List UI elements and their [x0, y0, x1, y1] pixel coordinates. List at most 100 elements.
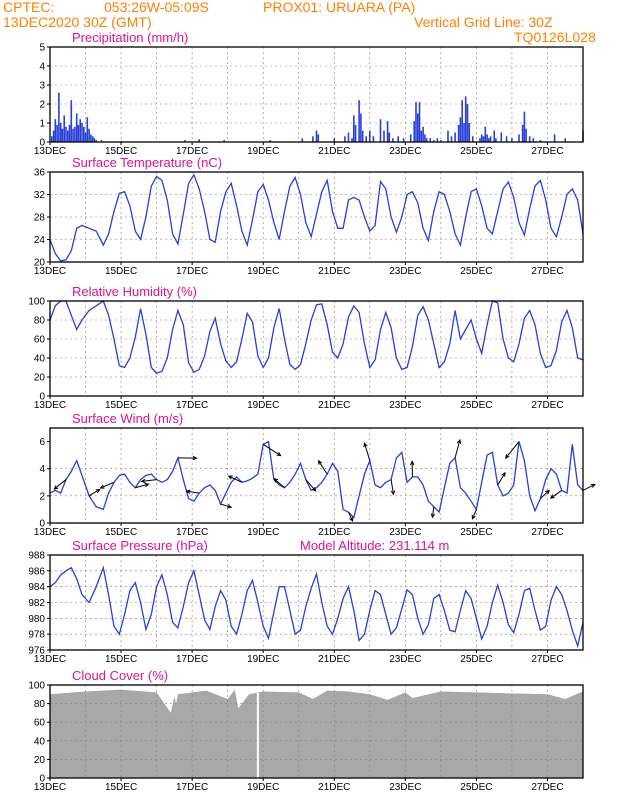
- precipitation-bar: [83, 126, 85, 142]
- precipitation-bar: [450, 136, 453, 142]
- cloud-xtick-label: 13DEC: [34, 782, 66, 793]
- wind-arrow-head: [273, 477, 279, 483]
- precipitation-bar: [488, 138, 490, 142]
- precipitation-bar: [379, 119, 382, 142]
- humidity-title: Relative Humidity (%): [72, 284, 197, 299]
- precipitation-xtick-label: 21DEC: [318, 146, 350, 157]
- header-coords: 053:26W-05:09S: [104, 0, 209, 15]
- wind-arrow: [135, 483, 149, 489]
- wind-arrow-head: [456, 438, 462, 444]
- precipitation-bar: [402, 138, 405, 142]
- wind-arrow: [550, 490, 562, 499]
- wind-arrow: [262, 443, 281, 457]
- cloud-ytick-label: 40: [34, 736, 46, 747]
- wind-xtick-label: 23DEC: [389, 527, 421, 538]
- humidity-xtick-label: 27DEC: [531, 400, 563, 411]
- wind-arrow: [431, 506, 435, 518]
- wind-arrow-head: [471, 514, 476, 520]
- precipitation-xtick-label: 13DEC: [34, 146, 66, 157]
- precipitation-bar: [317, 134, 320, 142]
- temperature-xtick-label: 27DEC: [531, 266, 563, 277]
- precipitation-bar: [564, 138, 566, 142]
- precipitation-bar: [269, 140, 272, 142]
- pressure-ytick-label: 988: [28, 551, 45, 562]
- precipitation-bar: [358, 100, 360, 142]
- pressure-xtick-label: 17DEC: [176, 654, 208, 665]
- pressure-ytick-label: 984: [28, 582, 45, 593]
- humidity-line: [49, 299, 584, 374]
- precipitation-bar: [521, 124, 524, 142]
- precipitation-bar: [77, 124, 80, 142]
- humidity-xtick-label: 23DEC: [389, 400, 421, 411]
- precipitation-bar: [88, 128, 90, 142]
- precipitation-bar: [81, 123, 83, 142]
- precipitation-bar: [354, 124, 357, 142]
- precipitation-bar: [58, 92, 60, 142]
- precipitation-bar: [482, 136, 485, 142]
- temperature-xtick-label: 19DEC: [247, 266, 279, 277]
- wind-title: Surface Wind (m/s): [72, 411, 183, 426]
- temperature-xtick-label: 13DEC: [34, 266, 66, 277]
- cloud-xtick-label: 15DEC: [105, 782, 137, 793]
- precipitation-bar: [532, 138, 535, 142]
- cloud-title: Cloud Cover (%): [72, 668, 168, 683]
- pressure-ytick-label: 982: [28, 598, 45, 609]
- precipitation-title: Precipitation (mm/h): [72, 30, 188, 45]
- precipitation-ytick-label: 4: [39, 62, 45, 73]
- temperature-ytick-label: 28: [34, 213, 46, 224]
- precipitation-ytick-label: 1: [39, 119, 45, 130]
- humidity-xtick-label: 15DEC: [105, 400, 137, 411]
- humidity-ytick-label: 100: [28, 297, 45, 308]
- precipitation-bar: [413, 121, 415, 142]
- precipitation-bar: [79, 119, 81, 142]
- temperature-xtick-label: 17DEC: [176, 266, 208, 277]
- wind-xtick-label: 25DEC: [460, 527, 492, 538]
- wind-arrow: [454, 439, 461, 458]
- precipitation-bar: [418, 102, 421, 142]
- pressure-ytick-label: 980: [28, 614, 45, 625]
- wind-xtick-label: 15DEC: [105, 527, 137, 538]
- cloud-ytick-label: 20: [34, 755, 46, 766]
- cloud-xtick-label: 19DEC: [247, 782, 279, 793]
- precipitation-bar: [417, 113, 419, 142]
- precipitation-bar: [415, 102, 417, 142]
- precipitation-xtick-label: 25DEC: [460, 146, 492, 157]
- precipitation-bar: [52, 130, 55, 142]
- precipitation-bar: [91, 136, 94, 142]
- precipitation-bar: [84, 132, 87, 142]
- wind-arrow: [305, 479, 317, 492]
- precipitation-bar: [353, 115, 355, 142]
- precipitation-bar: [486, 134, 488, 142]
- cloud-cover-area: [50, 689, 583, 778]
- precipitation-bar: [525, 128, 527, 142]
- precipitation-bar: [344, 136, 346, 142]
- wind-arrow: [497, 472, 506, 486]
- precipitation-bar: [369, 130, 371, 142]
- wind-arrow-head: [390, 490, 396, 496]
- precipitation-bar: [464, 96, 467, 142]
- precipitation-bar: [184, 140, 186, 142]
- precipitation-bar: [505, 136, 508, 142]
- cloud-ytick-label: 80: [34, 699, 46, 710]
- precipitation-bar: [447, 130, 449, 142]
- precipitation-bar: [420, 130, 423, 142]
- cloud-frame: [49, 684, 584, 779]
- pressure-xtick-label: 23DEC: [389, 654, 421, 665]
- precipitation-bar: [351, 138, 353, 142]
- wind-arrow-head: [140, 478, 146, 484]
- precipitation-bar: [511, 138, 513, 142]
- temperature-xtick-label: 25DEC: [460, 266, 492, 277]
- temperature-ytick-label: 24: [34, 235, 46, 246]
- wind-arrow-head: [95, 488, 101, 494]
- wind-arrow-head: [276, 451, 282, 457]
- temperature-title: Surface Temperature (nC): [72, 155, 222, 170]
- cloud-xtick-label: 23DEC: [389, 782, 421, 793]
- precipitation-bar: [59, 123, 62, 142]
- wind-arrow: [141, 479, 157, 482]
- precipitation-bar: [484, 126, 487, 142]
- humidity-ytick-label: 40: [34, 354, 46, 365]
- precipitation-bar: [75, 113, 78, 142]
- cloud-ytick-label: 60: [34, 718, 46, 729]
- cloud-xtick-label: 21DEC: [318, 782, 350, 793]
